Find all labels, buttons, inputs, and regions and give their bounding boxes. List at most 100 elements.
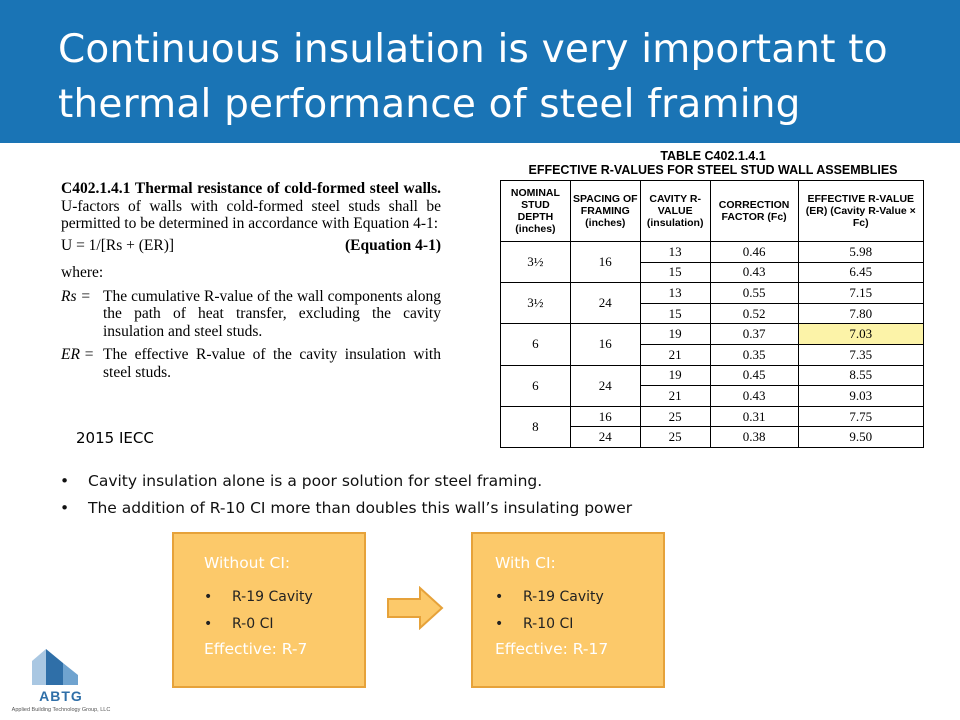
cell-spacing: 24 xyxy=(569,364,641,407)
code-excerpt: C402.1.4.1 Thermal resistance of cold-fo… xyxy=(61,180,441,381)
cell-depth: 3½ xyxy=(500,282,571,325)
cell-cavity: 21 xyxy=(639,343,711,366)
bullet-icon: • xyxy=(60,499,70,517)
definition-symbol: ER = xyxy=(61,346,95,363)
box-list: • R-19 Cavity • R-10 CI xyxy=(495,584,604,638)
table-number: TABLE C402.1.4.1 xyxy=(660,149,766,163)
section-number: C402.1.4.1 xyxy=(61,180,131,197)
cell-effective: 7.15 xyxy=(797,282,925,304)
list-item: • R-0 CI xyxy=(204,611,313,638)
bullet-icon: • xyxy=(60,472,70,490)
table-row: 6 16 19 0.37 7.03 xyxy=(500,323,925,366)
list-item: • The addition of R-10 CI more than doubl… xyxy=(60,495,940,522)
cell-factor: 0.52 xyxy=(709,302,799,325)
cell-factor: 0.37 xyxy=(709,323,799,345)
bullet-icon: • xyxy=(495,589,504,605)
box-list: • R-19 Cavity • R-0 CI xyxy=(204,584,313,638)
cell-depth: 8 xyxy=(500,405,571,448)
header-correction-factor: CORRECTION FACTOR (Fc) xyxy=(709,180,799,242)
cell-spacing: 16 xyxy=(569,240,641,284)
cell-factor: 0.31 xyxy=(709,405,799,428)
bullet-icon: • xyxy=(204,616,213,632)
box-item: R-19 Cavity xyxy=(232,589,313,605)
cell-effective: 7.75 xyxy=(797,405,925,428)
cell-factor: 0.46 xyxy=(709,241,799,263)
logo-name: ABTG xyxy=(39,688,83,704)
cell-depth: 3½ xyxy=(500,240,571,284)
cell-spacing: 16 xyxy=(569,323,641,366)
table-row: 3½ 24 13 0.55 7.15 xyxy=(500,282,925,325)
box-header: With CI: xyxy=(495,554,556,572)
section-heading: Thermal resistance of cold-formed steel … xyxy=(134,180,441,197)
summary-bullets: • Cavity insulation alone is a poor solut… xyxy=(60,468,940,522)
list-item: • R-19 Cavity xyxy=(204,584,313,611)
cell-effective: 7.35 xyxy=(797,343,925,366)
cell-effective-highlighted: 7.03 xyxy=(797,323,925,345)
with-ci-box: With CI: • R-19 Cavity • R-10 CI Effective… xyxy=(471,532,665,688)
cell-factor: 0.35 xyxy=(709,343,799,366)
cell-cavity: 19 xyxy=(639,364,711,387)
header-cavity-r: CAVITY R-VALUE (insulation) xyxy=(639,180,711,242)
box-effective: Effective: R-17 xyxy=(495,640,609,658)
table-row: 15 0.52 7.80 xyxy=(501,302,925,325)
bullet-text: The addition of R-10 CI more than double… xyxy=(88,499,633,517)
table-row: 24 25 0.38 9.50 xyxy=(501,426,925,448)
cell-effective: 9.03 xyxy=(797,385,925,407)
table-row: 6 24 19 0.45 8.55 xyxy=(500,364,925,407)
box-effective: Effective: R-7 xyxy=(204,640,308,658)
code-intro-paragraph: C402.1.4.1 Thermal resistance of cold-fo… xyxy=(61,180,441,233)
box-item: R-10 CI xyxy=(523,616,574,632)
cell-effective: 5.98 xyxy=(797,241,925,263)
definition-text: The cumulative R-value of the wall compo… xyxy=(103,287,441,340)
cell-spacing: 16 xyxy=(569,405,641,428)
table-header-row: NOMINAL STUD DEPTH (inches) SPACING OF F… xyxy=(500,180,925,242)
cell-cavity: 21 xyxy=(639,385,711,407)
list-item: • R-10 CI xyxy=(495,611,604,638)
cell-depth: 6 xyxy=(500,323,571,366)
cell-cavity: 13 xyxy=(639,282,711,304)
cell-factor: 0.38 xyxy=(709,426,799,448)
without-ci-box: Without CI: • R-19 Cavity • R-0 CI Effecti… xyxy=(172,532,366,688)
cell-cavity: 25 xyxy=(639,405,711,428)
right-arrow-icon xyxy=(387,586,444,630)
definition-rs: Rs = The cumulative R-value of the wall … xyxy=(61,288,441,341)
header-effective-r: EFFECTIVE R-VALUE (ER) (Cavity R-Value ×… xyxy=(797,180,925,242)
section-intro: U-factors of walls with cold-formed stee… xyxy=(61,197,441,233)
cell-effective: 8.55 xyxy=(797,364,925,387)
cell-cavity: 15 xyxy=(639,261,711,284)
box-item: R-19 Cavity xyxy=(523,589,604,605)
table-caption: EFFECTIVE R-VALUES FOR STEEL STUD WALL A… xyxy=(528,163,898,177)
cell-depth: 6 xyxy=(500,364,571,407)
bullet-text: Cavity insulation alone is a poor soluti… xyxy=(88,472,543,490)
box-item: R-0 CI xyxy=(232,616,274,632)
header-stud-depth: NOMINAL STUD DEPTH (inches) xyxy=(500,180,571,242)
header-spacing: SPACING OF FRAMING (inches) xyxy=(569,180,641,242)
equation: U = 1/[Rs + (ER)] xyxy=(61,236,175,254)
slide-title: Continuous insulation is very important … xyxy=(58,27,888,127)
list-item: • Cavity insulation alone is a poor solut… xyxy=(60,468,940,495)
cell-effective: 7.80 xyxy=(797,302,925,325)
cell-factor: 0.55 xyxy=(709,282,799,304)
cell-cavity: 19 xyxy=(639,323,711,345)
equation-label: (Equation 4-1) xyxy=(344,236,441,254)
title-bar xyxy=(0,0,960,143)
cell-factor: 0.43 xyxy=(709,385,799,407)
definition-text: The effective R-value of the cavity insu… xyxy=(103,346,441,381)
cell-effective: 6.45 xyxy=(797,261,925,284)
equation-row: U = 1/[Rs + (ER)] (Equation 4-1) xyxy=(61,237,441,255)
table-row: 15 0.43 6.45 xyxy=(501,261,925,284)
cell-cavity: 25 xyxy=(639,426,711,448)
definition-er: ER = The effective R-value of the cavity… xyxy=(61,346,441,381)
cell-cavity: 13 xyxy=(639,241,711,263)
table-row: 3½ 16 13 0.46 5.98 xyxy=(500,240,925,284)
table-row: 21 0.35 7.35 xyxy=(501,343,925,366)
bullet-icon: • xyxy=(495,616,504,632)
box-header: Without CI: xyxy=(204,554,291,572)
cell-spacing: 24 xyxy=(569,282,641,325)
cell-cavity: 15 xyxy=(639,302,711,325)
abtg-logo: ABTG Applied Building Technology Group, … xyxy=(12,649,110,713)
list-item: • R-19 Cavity xyxy=(495,584,604,611)
table-row: 8 16 25 0.31 7.75 xyxy=(500,405,925,448)
cell-spacing: 24 xyxy=(569,426,641,448)
definition-symbol: Rs = xyxy=(61,287,91,305)
